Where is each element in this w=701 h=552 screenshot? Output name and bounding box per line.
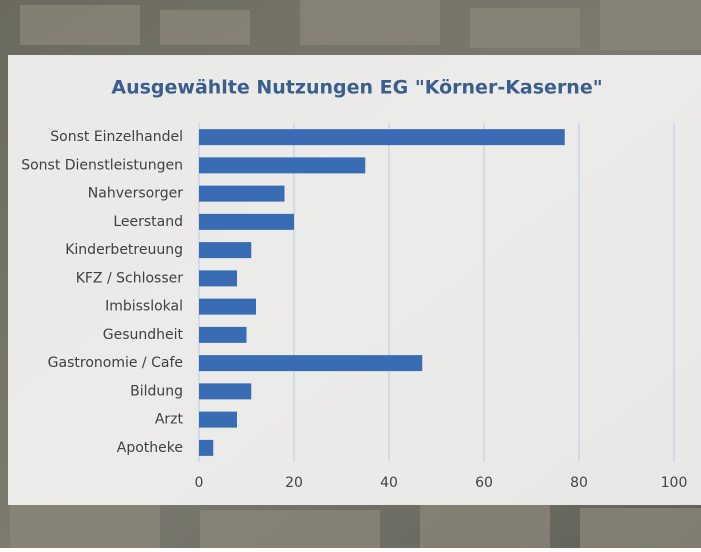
chart: Ausgewählte Nutzungen EG "Körner-Kaserne… xyxy=(0,0,701,548)
x-tick-label: 40 xyxy=(380,475,398,491)
x-tick-label: 0 xyxy=(195,475,204,491)
bar xyxy=(199,299,256,315)
bar xyxy=(199,327,247,343)
bar xyxy=(199,214,294,230)
bar xyxy=(199,412,237,428)
y-tick-label: Bildung xyxy=(130,383,183,399)
y-tick-label: Gesundheit xyxy=(103,327,184,343)
bar xyxy=(199,270,237,286)
y-tick-label: Imbisslokal xyxy=(105,299,183,315)
x-tick-label: 80 xyxy=(570,475,588,491)
bar xyxy=(199,440,213,456)
y-tick-label: Nahversorger xyxy=(88,186,183,202)
y-tick-label: Sonst Einzelhandel xyxy=(50,129,183,145)
bar xyxy=(199,355,422,371)
y-tick-label: Gastronomie / Cafe xyxy=(48,355,183,371)
y-tick-label: Apotheke xyxy=(117,440,183,456)
bar xyxy=(199,242,251,258)
bar xyxy=(199,186,285,202)
y-tick-label: Sonst Dienstleistungen xyxy=(21,157,183,173)
x-tick-label: 60 xyxy=(475,475,493,491)
bar xyxy=(199,157,365,173)
page: {"chart_data": {"type": "hbar", "title":… xyxy=(0,0,701,548)
x-tick-label: 20 xyxy=(285,475,303,491)
y-tick-label: Leerstand xyxy=(113,214,183,230)
bar xyxy=(199,129,565,145)
y-tick-label: KFZ / Schlosser xyxy=(76,270,184,286)
bar xyxy=(199,383,251,399)
chart-title: Ausgewählte Nutzungen EG "Körner-Kaserne… xyxy=(111,77,602,99)
y-tick-label: Arzt xyxy=(155,412,184,428)
x-tick-label: 100 xyxy=(661,475,688,491)
y-tick-label: Kinderbetreuung xyxy=(65,242,183,258)
